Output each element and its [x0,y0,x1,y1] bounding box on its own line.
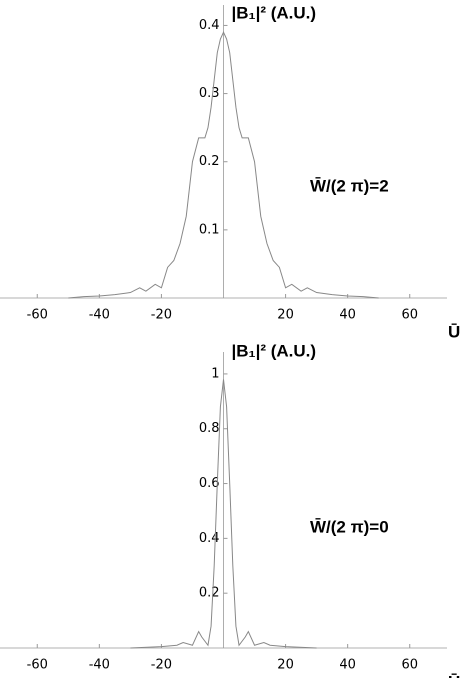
x-tick-label: 40 [339,658,356,673]
x-tick-label: 40 [339,308,356,323]
chart-title: |B₁|² (A.U.) [232,341,317,360]
y-tick-label: 0.2 [199,586,220,601]
x-tick-label: -60 [27,308,48,323]
chart-title: |B₁|² (A.U.) [232,3,317,22]
x-axis-label: Ū [448,672,460,678]
x-tick-label: 60 [401,308,418,323]
line [130,379,317,649]
y-tick-label: 0.8 [199,421,220,436]
line [68,31,379,299]
y-tick-label: 0.6 [199,476,220,491]
x-axis-label: Ū [448,322,460,341]
x-tick-label: 20 [277,658,294,673]
y-tick-label: 0.4 [199,18,220,33]
x-tick-label: -20 [151,308,172,323]
annotation: W̄/(2 π)=0 [310,517,389,536]
x-tick-label: -40 [89,658,110,673]
x-tick-label: -20 [151,658,172,673]
y-tick-label: 0.1 [199,222,220,237]
y-tick-label: 0.4 [199,531,220,546]
x-tick-label: -40 [89,308,110,323]
x-tick-label: 60 [401,658,418,673]
y-tick-label: 0.2 [199,154,220,169]
x-tick-label: -60 [27,658,48,673]
y-tick-label: 0.3 [199,86,220,101]
x-tick-label: 20 [277,308,294,323]
annotation: W̄/(2 π)=2 [310,176,389,195]
y-tick-label: 1 [211,366,219,381]
